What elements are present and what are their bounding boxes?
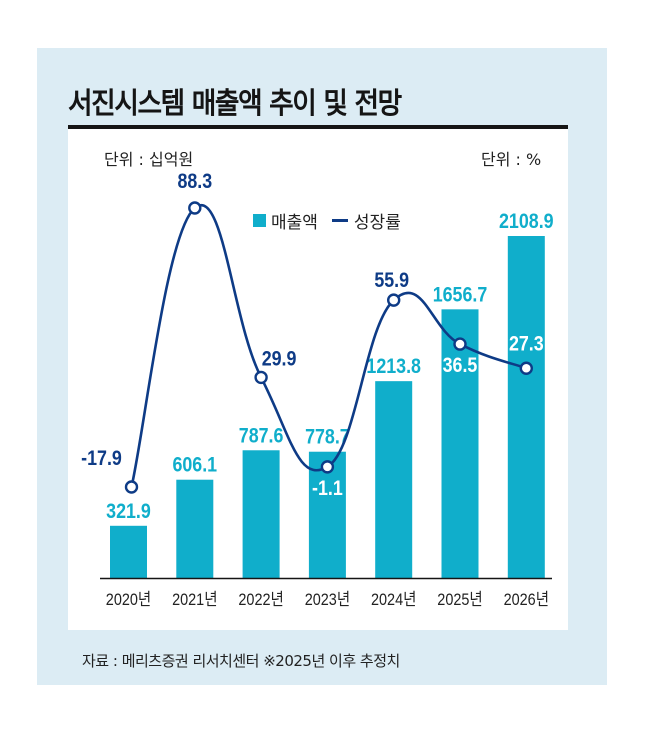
- growth-value-label: -1.1: [312, 477, 343, 501]
- revenue-value-label: 787.6: [239, 424, 284, 448]
- growth-point: [387, 293, 401, 307]
- revenue-value-label: 1213.8: [366, 355, 421, 379]
- x-tick-labels-group: 2020년 2021년 2022년 2023년 2024년 2025년 2026년: [106, 590, 549, 609]
- growth-point: [453, 337, 467, 351]
- revenue-bar: [110, 525, 147, 578]
- x-tick-label: 2026년: [504, 590, 549, 609]
- growth-value-label: 27.3: [509, 332, 544, 356]
- legend-bar-label: 매출액: [271, 213, 318, 233]
- growth-point: [124, 480, 139, 494]
- growth-value-label: -17.9: [81, 447, 122, 471]
- revenue-bar: [441, 309, 479, 578]
- chart-title: 서진시스템 매출액 추이 및 전망: [68, 86, 402, 120]
- growth-points-group: [124, 201, 533, 494]
- growth-line: [130, 204, 527, 488]
- revenue-value-label: 778.7: [305, 425, 350, 449]
- growth-value-label: 55.9: [374, 269, 409, 293]
- x-tick-label: 2025년: [437, 590, 482, 609]
- growth-labels-group: -17.9 88.3 29.9 -1.1 55.9 36.5 27.3: [81, 170, 544, 501]
- revenue-value-label: 1656.7: [433, 283, 488, 307]
- left-unit-label: 단위 : 십억원: [104, 150, 194, 169]
- growth-point: [254, 370, 268, 385]
- growth-value-label: 88.3: [177, 170, 212, 194]
- revenue-bar: [375, 381, 413, 578]
- revenue-value-label: 321.9: [106, 499, 151, 523]
- growth-value-label: 36.5: [443, 354, 478, 378]
- x-tick-label: 2023년: [305, 590, 350, 609]
- bars-group: [110, 236, 545, 578]
- bar-labels-group: 321.9 606.1 787.6 778.7 1213.8 1656.7 2108.9: [106, 210, 554, 524]
- title-rule: [68, 125, 568, 129]
- x-tick-label: 2022년: [238, 590, 283, 609]
- revenue-bar: [242, 450, 280, 578]
- revenue-value-label: 606.1: [172, 453, 217, 477]
- x-tick-label: 2020년: [106, 590, 151, 609]
- right-unit-label: 단위 : %: [481, 150, 542, 169]
- x-tick-label: 2024년: [371, 590, 416, 609]
- revenue-value-label: 2108.9: [499, 210, 554, 234]
- growth-point: [188, 201, 202, 215]
- legend-bar-swatch: [253, 214, 266, 227]
- growth-point: [519, 361, 533, 375]
- legend-line-label: 성장률: [353, 213, 401, 233]
- revenue-bar: [507, 236, 545, 578]
- growth-point: [320, 460, 335, 474]
- legend: 매출액 성장률: [253, 208, 401, 233]
- growth-value-label: 29.9: [262, 347, 297, 371]
- x-tick-label: 2021년: [172, 590, 217, 609]
- legend-line-swatch: [331, 219, 348, 222]
- revenue-bar: [176, 479, 214, 578]
- source-footnote: 자료 : 메리츠증권 리서치센터 ※2025년 이후 추정치: [82, 652, 400, 670]
